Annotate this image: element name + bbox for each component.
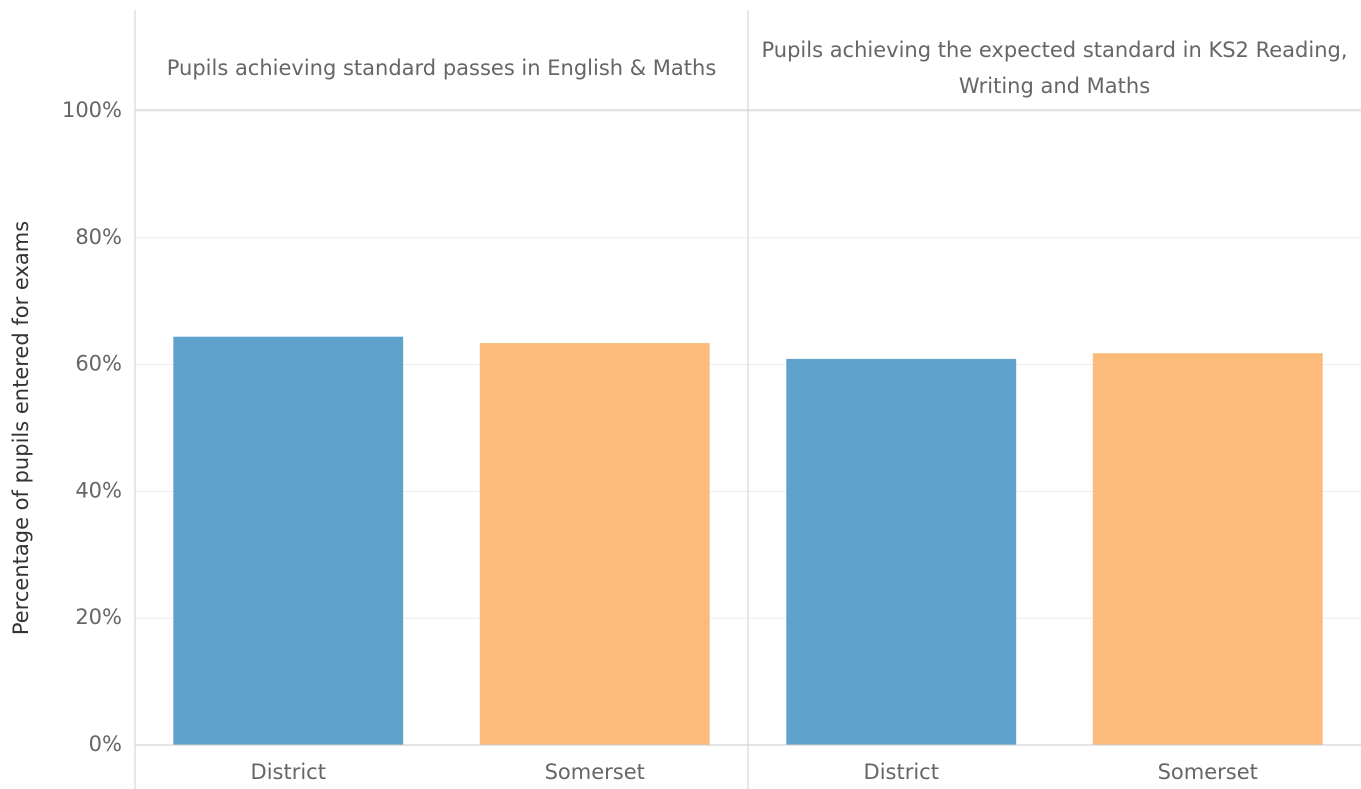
y-tick-label: 0% xyxy=(89,732,122,756)
y-axis-title: Percentage of pupils entered for exams xyxy=(9,221,33,635)
bar xyxy=(786,358,1017,745)
x-tick-label: Somerset xyxy=(545,760,645,784)
y-tick-label: 80% xyxy=(75,225,122,249)
bar xyxy=(173,336,404,745)
x-tick-label: District xyxy=(864,760,939,784)
bar xyxy=(479,343,710,745)
panel-title: Pupils achieving the expected standard i… xyxy=(761,38,1348,98)
y-tick-label: 60% xyxy=(75,352,122,376)
y-tick-label: 20% xyxy=(75,605,122,629)
y-tick-label: 100% xyxy=(62,98,122,122)
panel-title: Pupils achieving standard passes in Engl… xyxy=(166,56,717,80)
bar xyxy=(1092,353,1323,745)
x-tick-label: Somerset xyxy=(1158,760,1258,784)
x-tick-label: District xyxy=(251,760,326,784)
y-tick-label: 40% xyxy=(75,478,122,502)
